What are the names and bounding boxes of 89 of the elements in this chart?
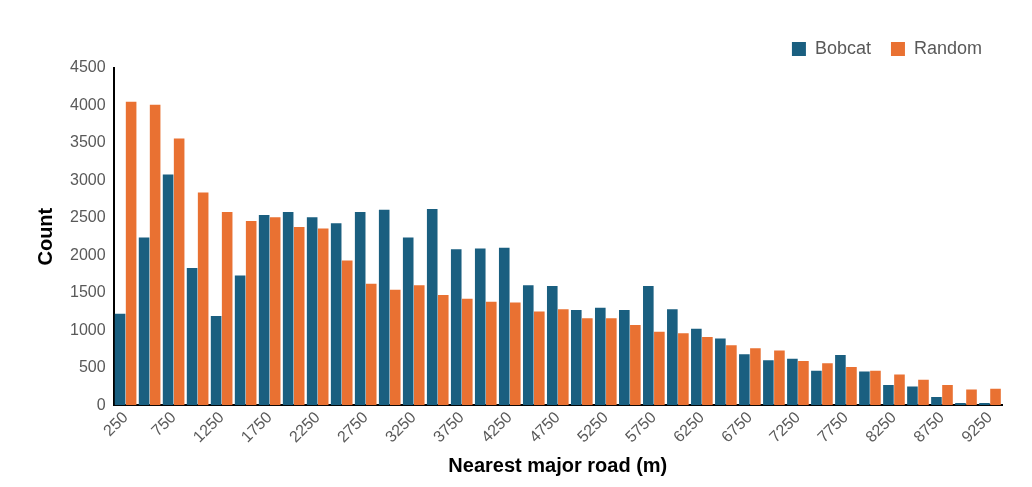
bar [354,211,366,406]
bar [787,358,798,406]
bar [859,371,870,406]
bar [907,386,918,406]
y-tick-label: 4000 [70,95,106,113]
bar [558,309,569,406]
bar [739,354,750,406]
bar [269,217,281,406]
bar [619,310,630,406]
bar [546,286,558,406]
bar [378,209,390,406]
bar [942,385,953,406]
bar [870,370,881,406]
bar [125,101,137,406]
bar [317,228,329,406]
bar [114,313,126,406]
bar [258,214,270,406]
y-tick-label: 4500 [70,58,106,76]
bar [426,208,438,406]
bar [595,307,606,406]
x-tick-label: 750 [147,408,179,440]
y-tick-label: 2500 [70,208,106,226]
bar [389,289,401,406]
bar [606,318,617,406]
bar [570,310,582,406]
bar [282,211,294,406]
y-tick-label: 1500 [70,283,106,301]
bar [162,174,174,406]
y-axis-title: Count [33,207,56,266]
bar [750,348,761,406]
y-tick-label: 3500 [70,133,106,151]
bar [702,337,713,406]
bar [654,331,665,406]
bar [413,285,425,406]
x-axis-title: Nearest major road (m) [448,453,668,476]
bar [955,403,966,406]
bar [522,285,534,406]
bar [846,367,857,406]
bar [774,350,785,406]
bar [643,286,654,406]
bar [763,360,774,406]
bar [630,325,641,406]
y-tick-label: 2000 [70,245,106,263]
bar [822,363,833,406]
bar [990,388,1001,406]
bar [186,268,198,406]
bar [138,237,150,406]
bar [894,374,905,406]
bar [293,226,305,406]
legend-label: Random [913,37,983,58]
bar [306,217,318,406]
y-tick-label: 500 [78,358,106,376]
bar [437,295,449,406]
bar [918,379,929,406]
bar [221,211,233,406]
bar [485,301,497,406]
bar [883,385,894,406]
bar [450,249,462,406]
bar [582,318,593,406]
bar [402,237,414,406]
bar [667,309,678,406]
bar [245,220,257,406]
bar [210,316,222,406]
bar [691,328,702,406]
bar [678,333,689,406]
bar [149,104,161,406]
bar [474,248,486,406]
bar [510,302,521,406]
legend-label: Bobcat [814,37,871,58]
bar [234,275,246,406]
bar [966,389,977,406]
bar [461,298,473,406]
bar [835,355,846,406]
bar [811,370,822,406]
y-tick-label: 3000 [70,170,106,188]
bar [931,397,942,406]
bar [330,223,342,406]
bar [798,361,809,406]
bar [715,338,726,406]
y-tick-label: 1000 [70,320,106,338]
bar [498,247,510,406]
bar [979,403,990,406]
bar [365,283,377,406]
bar [173,138,185,406]
bar [341,260,353,406]
y-tick-label: 0 [96,395,106,413]
bar [534,311,545,406]
bar [197,192,209,406]
bar [726,345,737,406]
